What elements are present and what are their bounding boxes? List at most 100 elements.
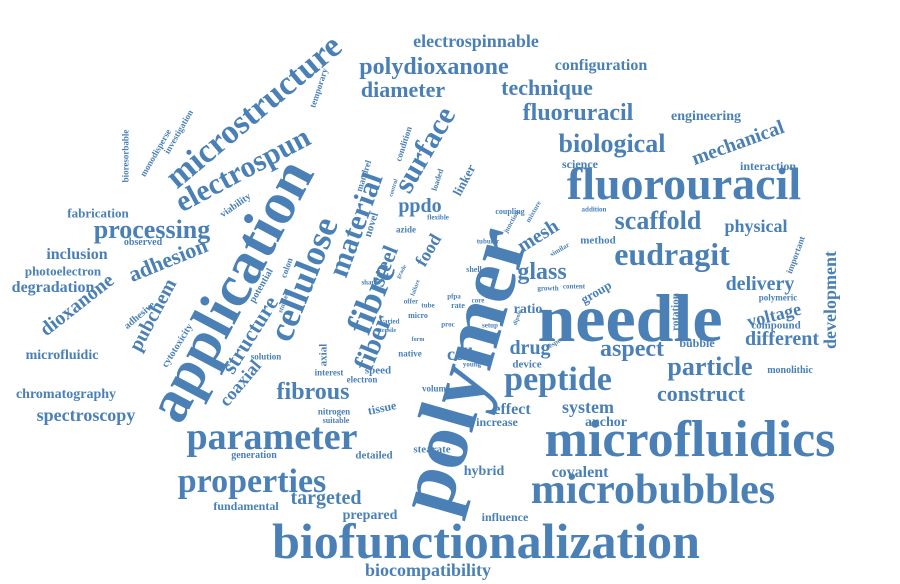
cloud-word: azide	[396, 224, 416, 235]
cloud-word: spectroscopy	[36, 405, 136, 425]
cloud-word: setup	[482, 321, 498, 330]
cloud-word: varied	[380, 317, 400, 326]
cloud-word: development	[820, 251, 840, 349]
cloud-word: detailed	[355, 449, 393, 462]
cloud-word: delivery	[725, 273, 795, 295]
cloud-word: nitrogen	[317, 406, 351, 417]
cloud-word: offer	[403, 297, 419, 306]
cloud-word: bubble	[679, 336, 715, 350]
cloud-word: axial	[317, 343, 330, 367]
cloud-word: fibrous	[276, 379, 350, 405]
cloud-word: tissue	[366, 398, 398, 418]
cloud-word: biofunctionalization	[272, 513, 700, 569]
cloud-word: ppdo	[398, 195, 442, 217]
cloud-word: cell	[447, 344, 473, 364]
cloud-word: construct	[657, 381, 745, 406]
cloud-word: tubular	[476, 237, 500, 246]
cloud-word: inclusion	[46, 246, 108, 263]
cloud-word: biological	[558, 129, 666, 158]
cloud-word: content	[562, 282, 586, 291]
cloud-word: generation	[231, 450, 277, 461]
cloud-word: micro	[408, 311, 428, 320]
cloud-word: science	[562, 157, 598, 171]
cloud-word: diameter	[360, 77, 446, 102]
cloud-word: drug	[509, 337, 551, 359]
cloud-word: pfpa	[447, 292, 461, 301]
cloud-word: proc	[441, 320, 455, 329]
cloud-word: fluorouracil	[566, 158, 802, 209]
cloud-word: rotation	[669, 293, 682, 331]
cloud-word: volume	[422, 383, 450, 394]
cloud-word: different	[744, 328, 820, 350]
cloud-word: compound	[751, 319, 801, 332]
cloud-word: scaffold	[614, 206, 702, 235]
cloud-word: shape	[361, 278, 379, 287]
cloud-word: system	[562, 397, 614, 417]
cloud-word: aspect	[600, 336, 664, 362]
cloud-word: parameter	[186, 416, 358, 458]
cloud-word: biocompatibility	[364, 560, 492, 580]
cloud-word: observed	[123, 237, 163, 248]
cloud-word: monolithic	[767, 365, 813, 376]
cloud-word: similar	[548, 240, 571, 259]
cloud-word: needle	[537, 280, 723, 356]
cloud-word: eudragit	[614, 236, 730, 272]
cloud-word: microfluidic	[25, 348, 99, 363]
cloud-word: order	[484, 334, 500, 340]
cloud-word: method	[580, 234, 616, 247]
cloud-word: coupling	[495, 207, 525, 216]
cloud-word: peptide	[504, 361, 612, 398]
cloud-word: microfluidics	[544, 411, 836, 468]
cloud-word: properties	[177, 463, 327, 500]
cloud-word: native	[398, 348, 422, 359]
cloud-word: prepared	[342, 508, 398, 523]
cloud-word: linker	[449, 161, 479, 199]
cloud-word: electrospinnable	[413, 31, 539, 51]
cloud-word: failure	[410, 279, 422, 297]
cloud-word: polymeric	[758, 292, 798, 303]
cloud-word: influence	[481, 510, 529, 524]
cloud-word: fabrication	[67, 205, 129, 221]
cloud-word: important	[784, 234, 807, 275]
cloud-word: speed	[364, 364, 392, 377]
cloud-word: increase	[476, 415, 518, 429]
cloud-word: growth	[537, 284, 559, 293]
cloud-word: interaction	[740, 159, 796, 173]
cloud-word: degradation	[11, 279, 95, 296]
cloud-word: grade	[395, 264, 409, 280]
cloud-word: fluoruracil	[522, 100, 634, 126]
cloud-word: interest	[314, 367, 344, 378]
cloud-word: particle	[667, 352, 753, 381]
cloud-word: bioresorbable	[120, 129, 131, 183]
cloud-word: physical	[724, 216, 788, 236]
cloud-word: suitable	[322, 416, 350, 425]
cloud-word: tube	[421, 301, 435, 310]
cloud-word: anchor	[585, 415, 627, 430]
cloud-word: device	[512, 358, 542, 371]
cloud-word: fundamental	[213, 499, 279, 513]
cloud-word: photoelectron	[24, 263, 102, 279]
cloud-word: configuration	[554, 57, 648, 74]
cloud-word: chromatography	[15, 387, 117, 402]
cloud-word: ratio	[513, 302, 543, 317]
cloud-word: stearate	[413, 443, 451, 456]
cloud-word: loaded	[429, 167, 446, 193]
cloud-word: microbubbles	[530, 467, 776, 513]
cloud-word: technique	[501, 75, 593, 100]
cloud-word: effect	[493, 401, 531, 418]
cloud-word: processing	[93, 215, 211, 244]
cloud-word: polydioxanone	[359, 54, 509, 80]
cloud-word: tensile	[379, 328, 397, 334]
cloud-word: addition	[581, 205, 607, 214]
cloud-word: glass	[517, 259, 567, 285]
cloud-word: electron	[346, 374, 378, 385]
cloud-word: engineering	[671, 109, 741, 124]
cloud-word: food	[410, 230, 446, 270]
cloud-word: covalent	[551, 464, 609, 481]
cloud-word: young	[462, 360, 482, 369]
cloud-word: flexible	[427, 213, 449, 222]
cloud-word: targeted	[290, 487, 362, 509]
cloud-word: core	[471, 296, 485, 305]
cloud-word: form	[411, 337, 425, 343]
